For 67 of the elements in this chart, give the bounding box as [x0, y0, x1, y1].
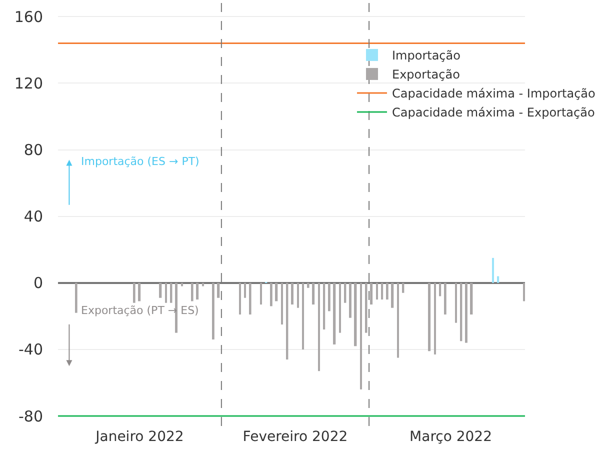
bar — [354, 282, 357, 346]
bar — [339, 282, 341, 333]
bar — [291, 282, 294, 305]
bar — [307, 282, 310, 288]
bar — [133, 282, 136, 303]
x-tick-label: Janeiro 2022 — [94, 429, 184, 445]
bar — [376, 282, 378, 300]
bar — [159, 282, 162, 298]
y-tick-label: 0 — [33, 274, 43, 292]
y-tick-label: -40 — [18, 340, 43, 359]
bar — [344, 282, 346, 303]
bar — [175, 282, 178, 333]
bar — [302, 282, 304, 350]
bar — [281, 282, 283, 324]
y-tick-label: 80 — [24, 141, 43, 160]
bar — [323, 282, 326, 330]
y-tick-label: 120 — [14, 74, 43, 92]
bar — [439, 282, 442, 296]
bar — [138, 282, 141, 302]
bar — [249, 282, 252, 315]
legend-label: Capacidade máxima - Importação — [392, 86, 596, 101]
bar — [365, 282, 368, 333]
y-tick-label: -80 — [18, 407, 43, 426]
bar — [239, 282, 241, 315]
bar — [318, 282, 320, 372]
bar — [217, 282, 220, 298]
legend-label: Exportação — [392, 68, 460, 82]
bar — [497, 276, 500, 283]
bar — [349, 282, 352, 318]
bar — [297, 282, 299, 308]
bar — [212, 282, 214, 340]
bar — [444, 282, 446, 315]
bar — [260, 282, 262, 305]
bar — [360, 282, 362, 390]
bar — [523, 282, 525, 302]
bar — [312, 282, 315, 305]
bar — [470, 282, 473, 315]
bar — [381, 282, 384, 300]
bar — [191, 282, 194, 302]
annotation: Importação (ES → PT) — [81, 155, 200, 168]
y-tick-label: 160 — [14, 8, 43, 26]
bar — [170, 282, 172, 303]
bar — [75, 282, 78, 313]
bar — [397, 282, 399, 358]
bar — [328, 282, 330, 312]
bar — [492, 258, 494, 283]
bar — [286, 282, 288, 360]
y-tick-label: 40 — [24, 208, 43, 226]
x-tick-label: Fevereiro 2022 — [242, 429, 348, 445]
bar — [275, 282, 278, 302]
bar — [270, 282, 272, 306]
bar — [465, 282, 468, 343]
x-tick-label: Março 2022 — [410, 429, 492, 445]
legend-label: Capacidade máxima - Exportação — [392, 106, 595, 120]
bar — [370, 282, 373, 305]
bar — [391, 282, 394, 308]
bar — [455, 282, 457, 323]
legend-label: Importação — [392, 48, 460, 63]
bar — [333, 282, 336, 344]
bar — [244, 282, 246, 298]
bar — [402, 282, 404, 293]
bar — [434, 282, 436, 354]
bar — [460, 282, 462, 342]
bar — [386, 282, 388, 300]
bar — [196, 282, 199, 300]
bar — [428, 282, 431, 352]
bar — [165, 282, 167, 303]
